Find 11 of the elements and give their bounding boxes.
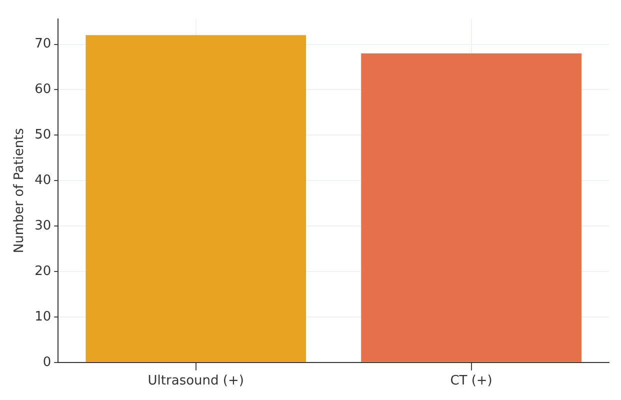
y-axis-title: Number of Patients <box>12 128 28 254</box>
y-tick-label: 60 <box>34 82 52 98</box>
y-tick-label: 70 <box>34 36 52 52</box>
x-tick-label: Ultrasound (+) <box>148 374 244 389</box>
y-tick-label: 40 <box>34 172 52 188</box>
y-tick-label: 10 <box>34 309 52 324</box>
x-tick-label: CT (+) <box>450 374 492 389</box>
y-tick-label: 20 <box>34 264 52 279</box>
y-tick-label: 50 <box>34 128 52 143</box>
y-tick-label: 0 <box>42 354 52 370</box>
y-tick-label: 30 <box>34 218 52 234</box>
